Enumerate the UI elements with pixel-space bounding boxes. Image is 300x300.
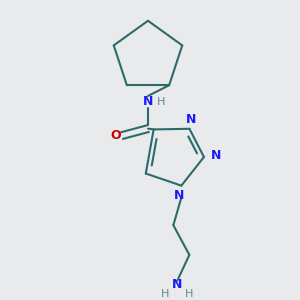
Text: N: N <box>211 148 221 161</box>
Text: N: N <box>172 278 182 291</box>
Text: H: H <box>185 290 194 299</box>
Text: N: N <box>174 189 184 202</box>
Text: H: H <box>161 290 170 299</box>
Text: O: O <box>111 129 121 142</box>
Text: N: N <box>143 95 153 108</box>
Text: H: H <box>157 97 165 107</box>
Text: N: N <box>186 113 197 126</box>
